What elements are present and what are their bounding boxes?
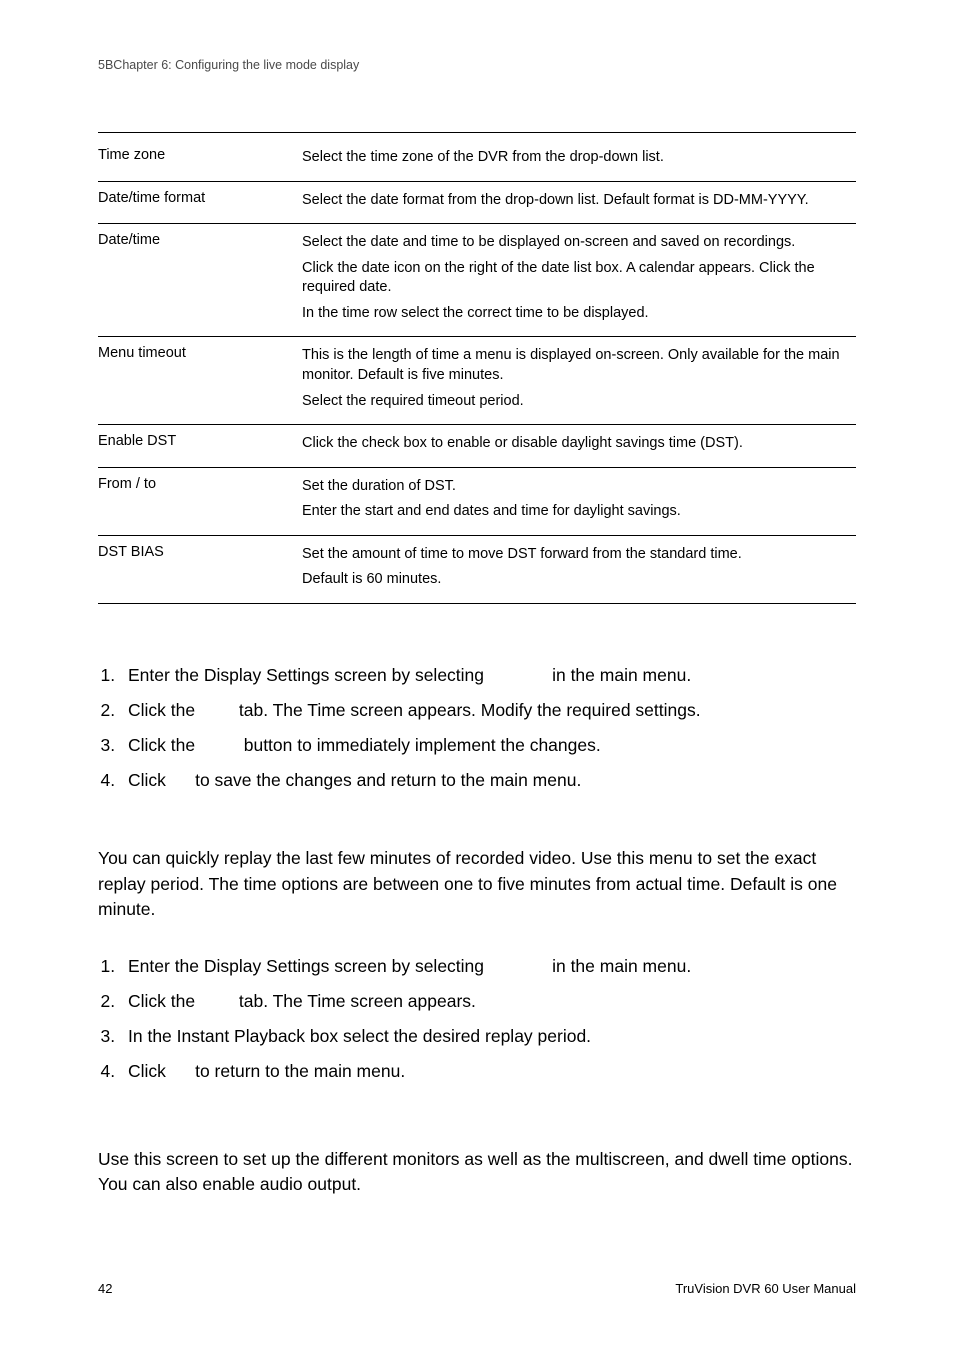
setting-description: Select the time zone of the DVR from the… bbox=[302, 139, 856, 181]
setting-description-para: Enter the start and end dates and time f… bbox=[302, 502, 852, 522]
setting-label: Date/time bbox=[98, 224, 302, 337]
body-paragraph-2: Use this screen to set up the different … bbox=[98, 1147, 856, 1198]
page-container: 5BChapter 6: Configuring the live mode d… bbox=[0, 0, 954, 1198]
settings-table: Time zoneSelect the time zone of the DVR… bbox=[98, 139, 856, 603]
setting-description-para: In the time row select the correct time … bbox=[302, 304, 852, 324]
setting-description: Set the amount of time to move DST forwa… bbox=[302, 535, 856, 603]
setting-description-para: Select the date and time to be displayed… bbox=[302, 233, 852, 253]
setting-label: From / to bbox=[98, 467, 302, 535]
step-item: Click the button to immediately implemen… bbox=[120, 732, 856, 759]
step-item: Click the tab. The Time screen appears. bbox=[120, 988, 856, 1015]
table-row: Menu timeoutThis is the length of time a… bbox=[98, 337, 856, 425]
setting-description-para: This is the length of time a menu is dis… bbox=[302, 346, 852, 385]
step-item: In the Instant Playback box select the d… bbox=[120, 1023, 856, 1050]
setting-description-para: Default is 60 minutes. bbox=[302, 570, 852, 590]
step-item: Click to save the changes and return to … bbox=[120, 767, 856, 794]
table-row: From / toSet the duration of DST. Enter t… bbox=[98, 467, 856, 535]
setting-label: Menu timeout bbox=[98, 337, 302, 425]
page-number: 42 bbox=[98, 1281, 112, 1296]
setting-description-para: Click the date icon on the right of the … bbox=[302, 259, 852, 298]
setting-description-para: Set the amount of time to move DST forwa… bbox=[302, 545, 852, 565]
setting-description-para: Select the date format from the drop-dow… bbox=[302, 191, 852, 211]
setting-label: Enable DST bbox=[98, 425, 302, 468]
setting-description: Select the date and time to be displayed… bbox=[302, 224, 856, 337]
setting-description-para: Click the check box to enable or disable… bbox=[302, 434, 852, 454]
steps-list-a: Enter the Display Settings screen by sel… bbox=[98, 662, 856, 795]
step-item: Click to return to the main menu. bbox=[120, 1058, 856, 1085]
setting-description: Set the duration of DST. Enter the start … bbox=[302, 467, 856, 535]
table-row: Time zoneSelect the time zone of the DVR… bbox=[98, 139, 856, 181]
running-head: 5BChapter 6: Configuring the live mode d… bbox=[98, 58, 856, 72]
setting-description: Select the date format from the drop-dow… bbox=[302, 181, 856, 224]
page-footer: 42 TruVision DVR 60 User Manual bbox=[98, 1281, 856, 1296]
table-row: Enable DSTClick the check box to enable … bbox=[98, 425, 856, 468]
setting-description-para: Select the required timeout period. bbox=[302, 392, 852, 412]
step-item: Enter the Display Settings screen by sel… bbox=[120, 953, 856, 980]
body-paragraph-1: You can quickly replay the last few minu… bbox=[98, 846, 856, 922]
table-row: Date/time formatSelect the date format f… bbox=[98, 181, 856, 224]
setting-description: This is the length of time a menu is dis… bbox=[302, 337, 856, 425]
setting-label: Time zone bbox=[98, 139, 302, 181]
step-item: Enter the Display Settings screen by sel… bbox=[120, 662, 856, 689]
setting-description-para: Set the duration of DST. bbox=[302, 477, 852, 497]
setting-description-para: Select the time zone of the DVR from the… bbox=[302, 148, 852, 168]
setting-label: Date/time format bbox=[98, 181, 302, 224]
table-row: Date/timeSelect the date and time to be … bbox=[98, 224, 856, 337]
setting-label: DST BIAS bbox=[98, 535, 302, 603]
step-item: Click the tab. The Time screen appears. … bbox=[120, 697, 856, 724]
table-row: DST BIASSet the amount of time to move D… bbox=[98, 535, 856, 603]
manual-title: TruVision DVR 60 User Manual bbox=[675, 1281, 856, 1296]
setting-description: Click the check box to enable or disable… bbox=[302, 425, 856, 468]
steps-list-b: Enter the Display Settings screen by sel… bbox=[98, 953, 856, 1086]
